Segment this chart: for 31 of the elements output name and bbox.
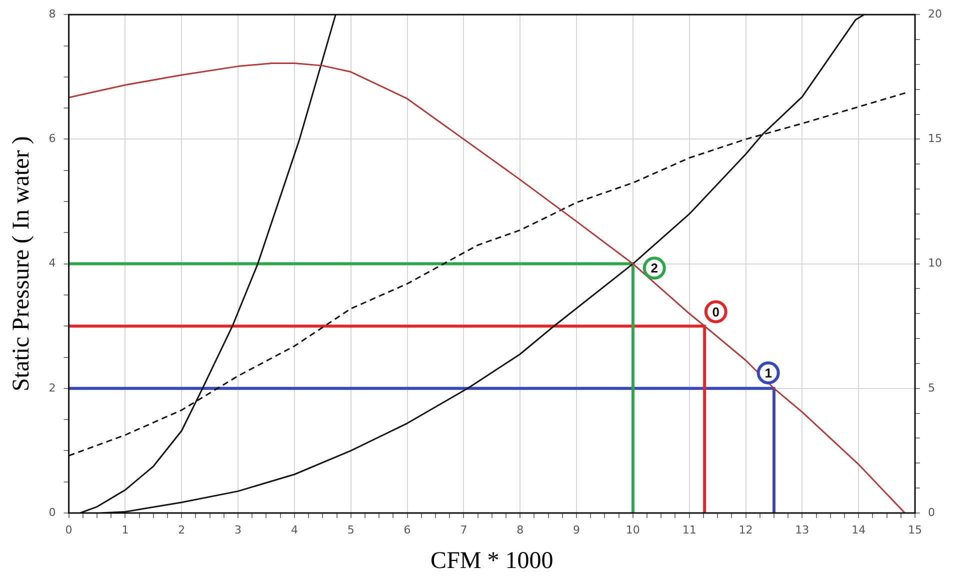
x-tick-label: 1 xyxy=(122,523,129,536)
annotation: 2 xyxy=(650,260,658,276)
x-tick-label: 10 xyxy=(626,523,640,536)
x-tick-label: 11 xyxy=(682,523,696,536)
x-tick-label: 5 xyxy=(347,523,354,536)
x-tick-label: 15 xyxy=(908,523,922,536)
y-tick-label: 4 xyxy=(48,256,56,270)
annotation: 0 xyxy=(712,304,720,320)
x-tick-label: 0 xyxy=(65,523,72,536)
x-tick-label: 6 xyxy=(404,523,411,536)
x-tick-label: 12 xyxy=(738,523,753,536)
x-tick-label: 9 xyxy=(573,523,580,536)
y-axis-title: Static Pressure ( In water ) xyxy=(8,136,35,392)
y2-tick-label: 0 xyxy=(928,506,936,519)
x-tick-label: 7 xyxy=(460,523,468,536)
y-tick-label: 6 xyxy=(48,132,56,146)
x-axis-title: CFM * 1000 xyxy=(430,548,554,574)
x-tick-label: 14 xyxy=(852,523,866,536)
x-tick-label: 2 xyxy=(178,523,186,536)
annotation: 1 xyxy=(764,365,772,380)
y-tick-label: 0 xyxy=(48,506,56,519)
x-tick-label: 8 xyxy=(516,523,524,536)
x-tick-label: 3 xyxy=(234,523,242,536)
y2-tick-label: 15 xyxy=(928,132,942,146)
y2-tick-label: 10 xyxy=(928,256,942,270)
y-tick-label: 8 xyxy=(48,7,56,20)
y-tick-label: 2 xyxy=(48,381,56,394)
y2-tick-label: 5 xyxy=(928,381,936,394)
x-tick-label: 13 xyxy=(795,523,810,536)
y2-tick-label: 20 xyxy=(928,7,942,20)
x-tick-label: 4 xyxy=(290,523,298,536)
